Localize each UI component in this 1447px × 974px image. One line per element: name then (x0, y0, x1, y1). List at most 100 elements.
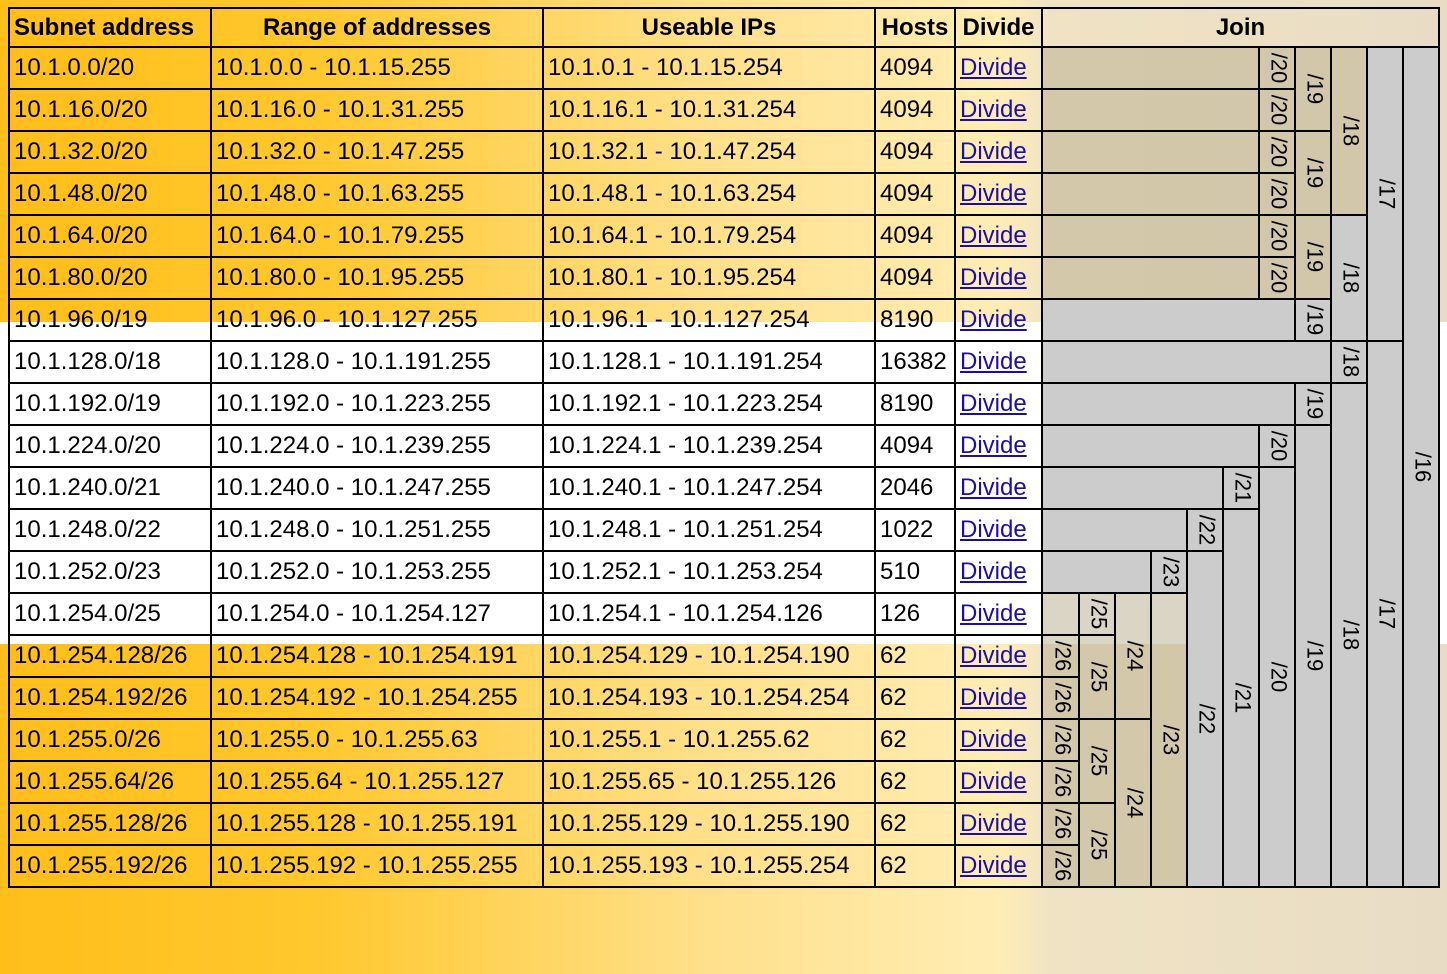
cell-subnet: 10.1.248.0/22 (8, 508, 212, 552)
divide-link[interactable]: Divide (960, 264, 1027, 291)
join-spacer (1041, 550, 1152, 594)
cell-hosts: 4094 (874, 130, 956, 174)
subnet-table: Subnet address Range of addresses Useabl… (8, 7, 1440, 888)
join-cell-26[interactable]: /26 (1041, 634, 1080, 678)
join-cell-18[interactable]: /18 (1330, 382, 1368, 888)
join-cell-25[interactable]: /25 (1078, 718, 1116, 804)
divide-link[interactable]: Divide (960, 516, 1027, 543)
join-cell-18[interactable]: /18 (1330, 340, 1368, 384)
join-cell-21[interactable]: /21 (1222, 508, 1260, 888)
join-spacer (1041, 298, 1296, 342)
divide-link[interactable]: Divide (960, 558, 1027, 585)
join-cell-17[interactable]: /17 (1366, 46, 1404, 342)
cell-subnet: 10.1.255.128/26 (8, 802, 212, 846)
join-cell-25[interactable]: /25 (1078, 802, 1116, 888)
cell-hosts: 62 (874, 676, 956, 720)
join-cell-26[interactable]: /26 (1041, 718, 1080, 762)
divide-link[interactable]: Divide (960, 810, 1027, 837)
cell-divide: Divide (954, 214, 1043, 258)
join-label: /25 (1086, 745, 1112, 777)
cell-useable: 10.1.255.193 - 10.1.255.254 (542, 844, 876, 888)
join-cell-19[interactable]: /19 (1294, 214, 1332, 300)
join-cell-18[interactable]: /18 (1330, 46, 1368, 216)
join-cell-19[interactable]: /19 (1294, 130, 1332, 216)
cell-useable: 10.1.16.1 - 10.1.31.254 (542, 88, 876, 132)
cell-range: 10.1.255.64 - 10.1.255.127 (210, 760, 544, 804)
join-cell-19[interactable]: /19 (1294, 46, 1332, 132)
join-cell-25[interactable]: /25 (1078, 592, 1116, 636)
divide-link[interactable]: Divide (960, 306, 1027, 333)
table-row: 10.1.255.0/26 10.1.255.0 - 10.1.255.63 10.… (8, 718, 1439, 888)
cell-hosts: 4094 (874, 46, 956, 90)
join-cell-24[interactable]: /24 (1114, 718, 1152, 888)
join-label: /19 (1302, 241, 1328, 273)
join-cell-23[interactable]: /23 (1150, 592, 1188, 888)
header-join: Join (1041, 7, 1440, 48)
join-cell-22[interactable]: /22 (1186, 508, 1224, 552)
join-cell-20[interactable]: /20 (1258, 256, 1296, 300)
divide-link[interactable]: Divide (960, 180, 1027, 207)
cell-useable: 10.1.0.1 - 10.1.15.254 (542, 46, 876, 90)
join-cell-18[interactable]: /18 (1330, 214, 1368, 342)
divide-link[interactable]: Divide (960, 54, 1027, 81)
join-cell-16[interactable]: /16 (1402, 46, 1440, 888)
cell-subnet: 10.1.255.192/26 (8, 844, 212, 888)
table-row: 10.1.32.0/20 10.1.32.0 - 10.1.47.255 10.1.… (8, 130, 1439, 216)
cell-hosts: 1022 (874, 508, 956, 552)
join-spacer (1041, 466, 1224, 510)
join-cell-20[interactable]: /20 (1258, 46, 1296, 90)
join-spacer (1041, 130, 1260, 174)
divide-link[interactable]: Divide (960, 432, 1027, 459)
cell-range: 10.1.252.0 - 10.1.253.255 (210, 550, 544, 594)
divide-link[interactable]: Divide (960, 684, 1027, 711)
join-cell-26[interactable]: /26 (1041, 676, 1080, 720)
cell-subnet: 10.1.80.0/20 (8, 256, 212, 300)
divide-link[interactable]: Divide (960, 348, 1027, 375)
join-label: /18 (1338, 346, 1364, 378)
cell-useable: 10.1.240.1 - 10.1.247.254 (542, 466, 876, 510)
join-label: /17 (1374, 178, 1400, 210)
table-row: 10.1.0.0/20 10.1.0.0 - 10.1.15.255 10.1.0.… (8, 46, 1440, 888)
divide-link[interactable]: Divide (960, 768, 1027, 795)
join-label: /24 (1122, 787, 1148, 819)
join-cell-19[interactable]: /19 (1294, 382, 1332, 426)
join-cell-20[interactable]: /20 (1258, 88, 1296, 132)
join-cell-20[interactable]: /20 (1258, 424, 1296, 468)
join-cell-21[interactable]: /21 (1222, 466, 1260, 510)
join-cell-20[interactable]: /20 (1258, 172, 1296, 216)
join-cell-20[interactable]: /20 (1258, 466, 1296, 888)
divide-link[interactable]: Divide (960, 642, 1027, 669)
join-cell-22[interactable]: /22 (1186, 550, 1224, 888)
join-spacer (1041, 340, 1332, 384)
join-cell-20[interactable]: /20 (1258, 214, 1296, 258)
join-cell-26[interactable]: /26 (1041, 844, 1080, 888)
cell-range: 10.1.240.0 - 10.1.247.255 (210, 466, 544, 510)
table-row: 10.1.224.0/20 10.1.224.0 - 10.1.239.255 10… (8, 424, 1439, 888)
table-row: 10.1.252.0/23 10.1.252.0 - 10.1.253.255 10… (8, 550, 1439, 888)
join-cell-25[interactable]: /25 (1078, 634, 1116, 720)
cell-subnet: 10.1.255.64/26 (8, 760, 212, 804)
divide-link[interactable]: Divide (960, 474, 1027, 501)
join-cell-26[interactable]: /26 (1041, 760, 1080, 804)
divide-link[interactable]: Divide (960, 138, 1027, 165)
divide-link[interactable]: Divide (960, 726, 1027, 753)
join-cell-19[interactable]: /19 (1294, 298, 1332, 342)
divide-link[interactable]: Divide (960, 96, 1027, 123)
join-cell-24[interactable]: /24 (1114, 592, 1152, 720)
join-cell-23[interactable]: /23 (1150, 550, 1188, 594)
cell-hosts: 62 (874, 760, 956, 804)
join-cell-19[interactable]: /19 (1294, 424, 1332, 888)
join-label: /20 (1266, 262, 1292, 294)
cell-divide: Divide (954, 88, 1043, 132)
cell-useable: 10.1.96.1 - 10.1.127.254 (542, 298, 876, 342)
divide-link[interactable]: Divide (960, 852, 1027, 879)
cell-useable: 10.1.255.1 - 10.1.255.62 (542, 718, 876, 762)
join-cell-26[interactable]: /26 (1041, 802, 1080, 846)
cell-useable: 10.1.254.129 - 10.1.254.190 (542, 634, 876, 678)
cell-range: 10.1.254.0 - 10.1.254.127 (210, 592, 544, 636)
divide-link[interactable]: Divide (960, 222, 1027, 249)
join-cell-17[interactable]: /17 (1366, 340, 1404, 888)
divide-link[interactable]: Divide (960, 390, 1027, 417)
join-cell-20[interactable]: /20 (1258, 130, 1296, 174)
divide-link[interactable]: Divide (960, 600, 1027, 627)
